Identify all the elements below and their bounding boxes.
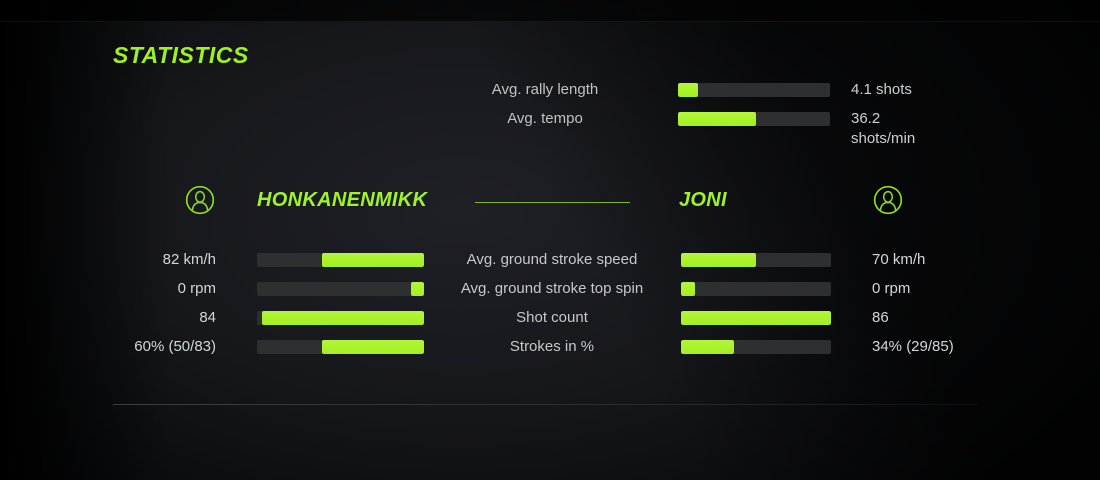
bottom-divider (113, 404, 978, 405)
left-stat-bar-fill (410, 282, 424, 296)
left-stat-bar (257, 340, 424, 354)
overview-value: 4.1 shots (851, 81, 912, 98)
top-edge-strip (0, 0, 1100, 22)
right-stat-value: 34% (29/85) (872, 338, 954, 355)
overview-label: Avg. rally length (491, 81, 599, 98)
right-player-avatar-icon (873, 185, 903, 215)
left-stat-value: 60% (50/83) (134, 338, 216, 355)
stat-label: Strokes in % (509, 338, 595, 355)
left-stat-bar (257, 253, 424, 267)
left-stat-value: 84 (199, 309, 216, 326)
right-stat-bar (681, 282, 831, 296)
stat-label: Avg. ground stroke top spin (460, 280, 644, 297)
overview-bar-fill (678, 83, 698, 97)
left-stat-value: 82 km/h (162, 251, 216, 268)
right-player-name: JONI (679, 189, 727, 211)
right-stat-value: 86 (872, 309, 889, 326)
right-stat-bar (681, 311, 831, 325)
right-stat-bar-fill (681, 340, 734, 354)
left-player-name: HONKANENMIKK (257, 189, 428, 211)
overview-bar (678, 83, 830, 97)
overview-value: 36.2 shots/min (851, 110, 916, 147)
right-stat-bar-fill (681, 311, 831, 325)
left-player-avatar-icon (185, 185, 215, 215)
left-stat-bar (257, 282, 424, 296)
page-title: STATISTICS (113, 42, 249, 68)
right-stat-bar (681, 253, 831, 267)
overview-bar (678, 112, 830, 126)
overview-label: Avg. tempo (507, 110, 583, 127)
right-stat-bar (681, 340, 831, 354)
left-stat-value: 0 rpm (177, 280, 216, 297)
left-stat-bar-fill (262, 311, 424, 325)
stat-label: Shot count (516, 309, 588, 326)
stat-label: Avg. ground stroke speed (466, 251, 638, 268)
right-stat-bar-fill (681, 253, 756, 267)
right-stat-bar-fill (681, 282, 695, 296)
overview-bar-fill (678, 112, 756, 126)
left-stat-bar-fill (322, 340, 424, 354)
left-stat-bar (257, 311, 424, 325)
right-stat-value: 70 km/h (872, 251, 926, 268)
right-stat-value: 0 rpm (872, 280, 911, 297)
left-stat-bar-fill (322, 253, 424, 267)
center-divider-line (475, 202, 630, 203)
